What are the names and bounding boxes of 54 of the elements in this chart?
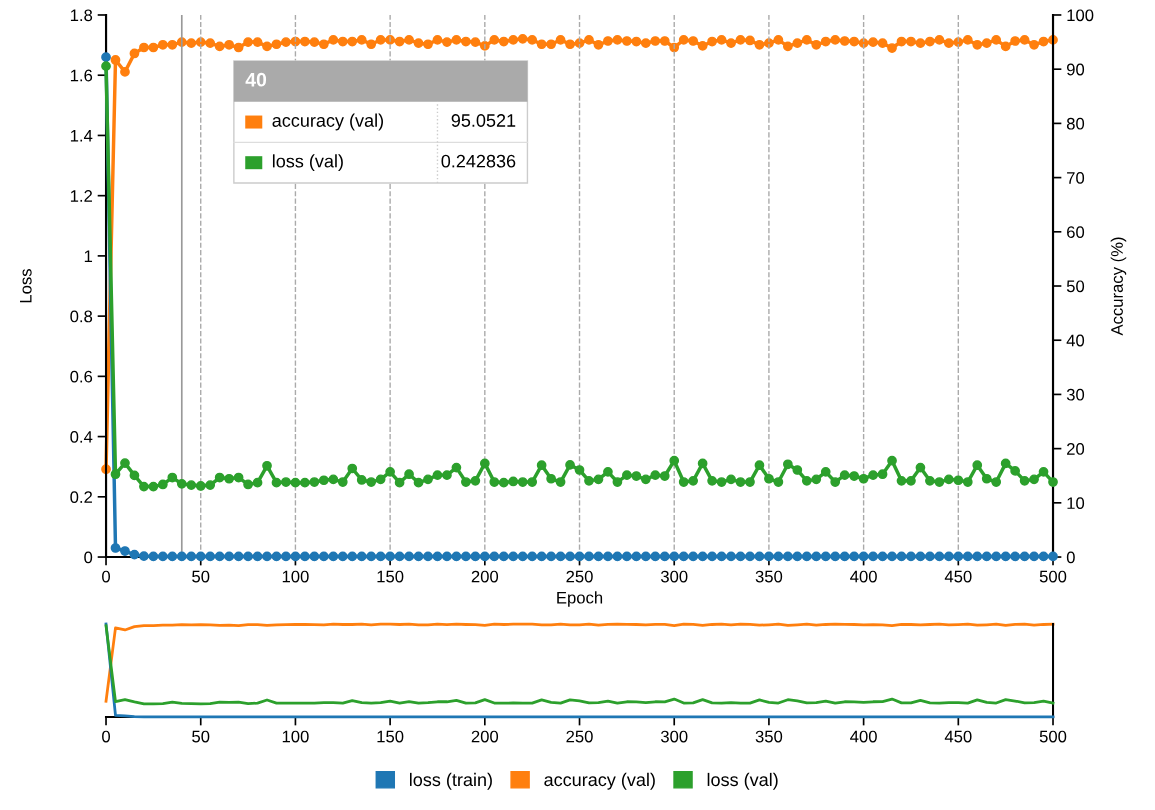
y-tick-label: 0.2 xyxy=(70,491,92,504)
x-tick-label: 200 xyxy=(471,570,499,583)
x-tick-label: 300 xyxy=(660,570,688,583)
legend-label: accuracy (val) xyxy=(544,772,655,790)
annotation: 0.242836 xyxy=(441,154,516,168)
x-tick-label: 400 xyxy=(850,570,877,583)
y2-tick-label: 90 xyxy=(1066,63,1085,76)
x-tick-label: 100 xyxy=(282,730,309,743)
y2-tick-label: 10 xyxy=(1067,497,1085,510)
x-tick-label: 0 xyxy=(102,570,111,583)
y-tick-label: 0.4 xyxy=(70,430,93,443)
y-tick-label: 1.4 xyxy=(70,130,93,142)
legend-label: loss (train) xyxy=(409,772,492,790)
y2-tick-label: 60 xyxy=(1067,226,1085,239)
y2-axis-title: Accuracy (%) xyxy=(1110,237,1127,336)
x-tick-label: 50 xyxy=(192,570,210,583)
y-tick-label: 1.8 xyxy=(70,9,93,22)
y2-tick-label: 70 xyxy=(1067,172,1085,184)
x-tick-label: 50 xyxy=(192,730,210,743)
x-tick-label: 250 xyxy=(566,570,593,583)
x-tick-label: 500 xyxy=(1039,730,1067,743)
annotation: loss (val) xyxy=(272,154,343,172)
y-tick-label: 1.6 xyxy=(70,69,93,82)
x-tick-label: 350 xyxy=(755,730,783,743)
y2-tick-label: 20 xyxy=(1067,443,1085,455)
y-tick-label: 1.2 xyxy=(70,190,92,202)
y2-tick-label: 50 xyxy=(1066,280,1085,293)
x-tick-label: 450 xyxy=(944,730,972,743)
x-tick-label: 500 xyxy=(1039,570,1067,583)
x-tick-label: 300 xyxy=(660,730,688,743)
x-axis-title: Epoch xyxy=(557,591,603,607)
x-tick-label: 100 xyxy=(282,570,309,583)
x-tick-label: 250 xyxy=(566,730,593,743)
annotation: accuracy (val) xyxy=(272,113,383,131)
x-tick-label: 150 xyxy=(377,570,404,583)
y-tick-label: 0 xyxy=(84,551,93,564)
x-tick-label: 450 xyxy=(944,570,972,583)
annotation: 95.0521 xyxy=(451,114,516,127)
x-tick-label: 150 xyxy=(377,730,404,743)
y-tick-label: 0.8 xyxy=(70,310,93,323)
annotation: 40 xyxy=(245,72,267,87)
legend-label: loss (val) xyxy=(707,772,778,790)
x-tick-label: 200 xyxy=(471,730,499,743)
y-tick-label: 0.6 xyxy=(70,370,93,383)
y2-tick-label: 0 xyxy=(1066,551,1075,564)
y-axis-title: Loss xyxy=(20,269,32,303)
x-tick-label: 350 xyxy=(755,570,783,583)
y2-tick-label: 40 xyxy=(1066,334,1085,347)
y2-tick-label: 30 xyxy=(1066,388,1085,401)
y2-tick-label: 80 xyxy=(1066,117,1085,130)
x-tick-label: 400 xyxy=(850,730,877,743)
y-tick-label: 1 xyxy=(84,250,93,262)
x-tick-label: 0 xyxy=(102,730,111,743)
y2-tick-label: 100 xyxy=(1067,9,1094,22)
